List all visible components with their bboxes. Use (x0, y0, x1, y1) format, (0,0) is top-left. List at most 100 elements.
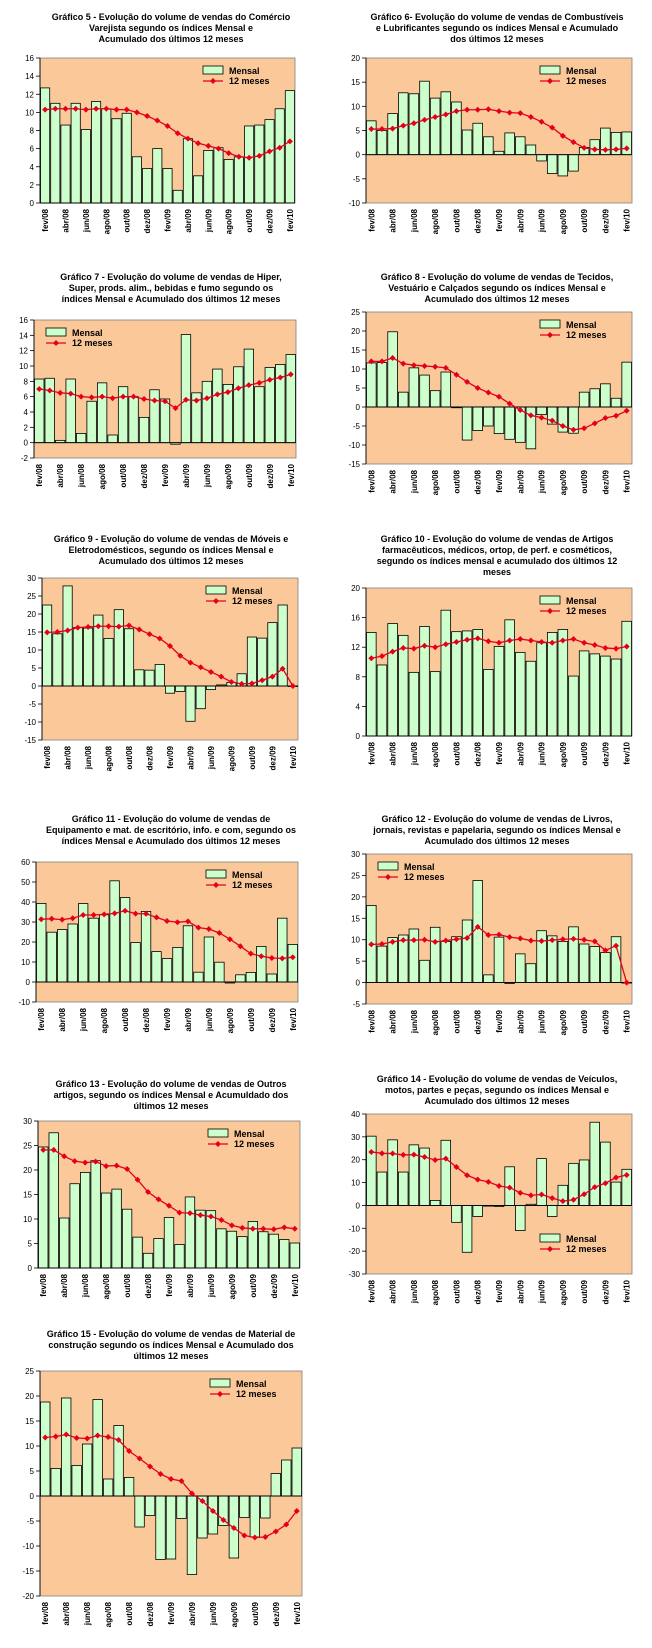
legend-label-mensal: Mensal (232, 870, 263, 880)
x-tick-label: dez/08 (474, 741, 483, 766)
point-12-meses (581, 639, 588, 646)
x-tick-label: abr/09 (188, 1601, 197, 1625)
x-tick-label: ago/09 (559, 469, 568, 495)
point-12-meses (464, 106, 471, 113)
point-12-meses (549, 417, 556, 424)
point-12-meses (276, 144, 283, 151)
point-12-meses (570, 139, 577, 146)
chart-title-line: Gráfico 7 - Evolução do volume de vendas… (60, 272, 282, 282)
y-tick-label: -10 (348, 441, 360, 450)
bar-mensal (525, 660, 537, 737)
point-12-meses (46, 387, 53, 394)
point-12-meses (378, 126, 385, 133)
bar-mensal (132, 1236, 143, 1269)
y-tick-label: -5 (353, 422, 361, 431)
legend-label-mensal: Mensal (229, 66, 260, 76)
bar-mensal (366, 1135, 377, 1206)
point-12-meses (251, 1534, 258, 1541)
y-tick-label: 10 (19, 362, 28, 371)
bar-mensal (268, 1233, 279, 1269)
x-tick-label: fev/10 (623, 1279, 632, 1302)
point-12-meses (559, 637, 566, 644)
bar-mensal (62, 585, 73, 687)
bar-mensal (440, 1139, 452, 1206)
x-tick-label: fev/09 (495, 469, 504, 492)
y-tick-label: 16 (19, 316, 28, 325)
bar-mensal (260, 1495, 271, 1519)
bar-mensal (376, 362, 388, 408)
x-tick-label: ago/08 (431, 741, 440, 767)
point-12-meses (559, 132, 566, 139)
bar-mensal (109, 880, 120, 983)
point-12-meses (115, 1437, 122, 1443)
point-12-meses (178, 1478, 185, 1484)
bar-mensal (254, 386, 265, 444)
point-12-meses (421, 936, 428, 943)
bar-mensal (536, 642, 547, 737)
x-tick-label: ago/08 (105, 745, 114, 771)
y-tick-label: 5 (356, 384, 361, 393)
chart-svg: Gráfico 15 - Evolução do volume de venda… (22, 1329, 303, 1627)
point-12-meses (195, 924, 202, 931)
bar-mensal (440, 91, 452, 156)
bar-mensal (589, 653, 600, 737)
bar-mensal (254, 124, 265, 204)
x-tick-label: out/08 (121, 1007, 130, 1031)
y-tick-label: 8 (24, 377, 29, 386)
x-tick-label: abr/09 (184, 208, 193, 232)
point-12-meses (591, 938, 598, 945)
x-tick-label: ago/09 (226, 1007, 235, 1033)
point-12-meses (496, 1183, 502, 1189)
bar-mensal (245, 971, 256, 983)
point-12-meses (144, 113, 151, 119)
point-12-meses (64, 627, 71, 634)
bar-mensal (578, 943, 590, 983)
bar-mensal (589, 388, 600, 408)
chart-title-line: últimos 12 meses (133, 1101, 208, 1111)
bar-mensal (38, 1146, 49, 1269)
point-12-meses (174, 919, 181, 926)
y-tick-label: -20 (22, 1592, 34, 1601)
x-tick-label: fev/08 (367, 208, 376, 231)
x-tick-label: fev/08 (367, 1009, 376, 1032)
y-tick-label: 10 (351, 1179, 360, 1188)
point-12-meses (225, 150, 232, 157)
bar-mensal (429, 97, 441, 156)
bar-mensal (113, 609, 124, 687)
point-12-meses (602, 644, 609, 651)
bar-mensal (568, 926, 579, 983)
x-tick-label: fev/10 (293, 1601, 302, 1624)
bar-mensal (223, 159, 234, 204)
x-tick-label: jun/08 (83, 1601, 92, 1626)
point-12-meses (485, 932, 492, 938)
y-tick-label: 25 (27, 592, 36, 601)
x-tick-label: dez/09 (266, 463, 275, 488)
point-12-meses (410, 645, 417, 652)
y-tick-label: -20 (348, 1247, 360, 1256)
point-12-meses (270, 1226, 277, 1233)
bar-mensal (557, 154, 569, 177)
bar-mensal (82, 1443, 93, 1497)
point-12-meses (506, 637, 513, 644)
chart-6: Gráfico 6- Evolução do volume de vendas … (326, 8, 652, 263)
bar-mensal (80, 129, 91, 204)
y-tick-label: 20 (351, 1156, 360, 1165)
point-12-meses (153, 914, 160, 921)
x-tick-label: dez/09 (272, 1601, 281, 1626)
bar-mensal (111, 118, 122, 204)
chart-title-line: segundo os índices mensal e acumulado do… (377, 556, 618, 566)
y-tick-label: -15 (24, 736, 36, 745)
y-tick-label: -10 (348, 1224, 360, 1233)
point-12-meses (207, 1213, 214, 1220)
y-tick-label: -10 (348, 199, 360, 208)
bar-mensal (161, 958, 173, 983)
chart-title-line: Gráfico 10 - Evolução do volume de venda… (381, 534, 614, 544)
bar-mensal (138, 416, 150, 444)
bar-mensal (69, 1183, 80, 1269)
point-12-meses (199, 1498, 206, 1504)
x-tick-label: jun/08 (410, 741, 419, 766)
x-tick-label: jun/08 (82, 208, 91, 233)
bar-mensal (244, 125, 255, 204)
point-12-meses (214, 391, 221, 398)
x-tick-label: fev/10 (623, 1009, 632, 1032)
